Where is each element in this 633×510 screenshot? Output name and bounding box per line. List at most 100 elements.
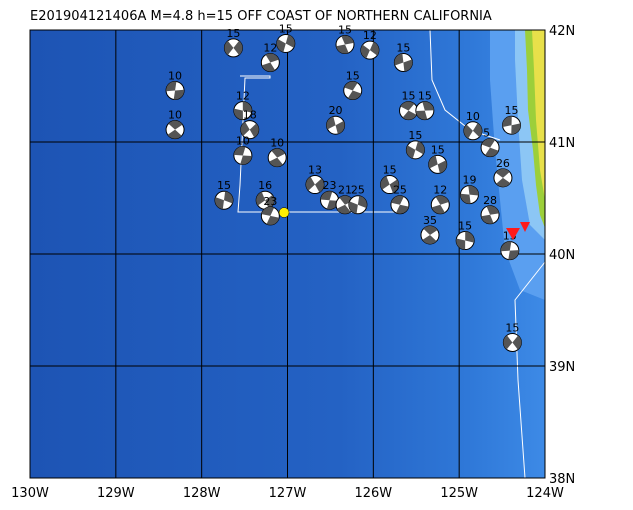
beachball-quadrant bbox=[344, 81, 362, 100]
beachball-quadrant bbox=[326, 116, 345, 134]
depth-label: 19 bbox=[462, 174, 476, 187]
beachball-quadrant bbox=[348, 195, 367, 214]
focal-mechanism bbox=[502, 332, 522, 352]
depth-label: 15 bbox=[226, 27, 240, 40]
focal-mechanism bbox=[255, 190, 275, 210]
x-tick-label: 127W bbox=[269, 486, 307, 501]
focal-mechanism bbox=[428, 154, 448, 174]
focal-mechanism bbox=[430, 195, 450, 215]
beachball-quadrant bbox=[261, 206, 280, 225]
depth-label: 26 bbox=[496, 157, 510, 170]
focal-mechanism bbox=[260, 52, 280, 72]
depth-label: 23 bbox=[323, 179, 337, 192]
beachball-quadrant bbox=[481, 138, 499, 157]
depth-label: 15 bbox=[396, 41, 410, 54]
focal-mechanism bbox=[393, 52, 413, 72]
focal-mechanism bbox=[415, 101, 435, 121]
x-tick-label: 128W bbox=[183, 486, 221, 501]
depth-label: 12 bbox=[263, 41, 277, 54]
beachball-quadrant bbox=[422, 225, 438, 244]
focal-mechanism bbox=[326, 115, 346, 135]
station-marker bbox=[520, 222, 530, 232]
focal-mechanism bbox=[480, 205, 500, 225]
depth-label: 15 bbox=[338, 24, 352, 37]
focal-mechanism bbox=[267, 148, 287, 168]
depth-label: 12 bbox=[236, 90, 250, 103]
depth-label: 5 bbox=[483, 127, 490, 140]
depth-label: 12 bbox=[433, 184, 447, 197]
depth-label: 12 bbox=[363, 29, 377, 42]
beachball-quadrant bbox=[502, 116, 521, 135]
focal-mechanism bbox=[343, 80, 363, 100]
y-tick-label: 40N bbox=[549, 248, 575, 263]
depth-label: 20 bbox=[329, 104, 343, 117]
focal-mechanism bbox=[420, 225, 440, 245]
depth-label: 10 bbox=[236, 134, 250, 147]
beachball-quadrant bbox=[495, 168, 511, 187]
beachball-quadrant bbox=[503, 335, 522, 350]
depth-label: 15 bbox=[402, 90, 416, 103]
focal-mechanism bbox=[405, 140, 425, 160]
focal-mechanism bbox=[305, 175, 325, 195]
y-tick-label: 41N bbox=[549, 136, 575, 151]
depth-label: 35 bbox=[423, 214, 437, 227]
depth-label: 15 bbox=[408, 129, 422, 142]
beachball-quadrant bbox=[456, 231, 475, 250]
x-tick-label: 130W bbox=[11, 486, 49, 501]
depth-label: 23 bbox=[263, 195, 277, 208]
beachball-quadrant bbox=[463, 123, 482, 139]
depth-label: 10 bbox=[466, 110, 480, 123]
depth-label: 28 bbox=[483, 194, 497, 207]
beachball-quadrant bbox=[269, 148, 286, 167]
depth-label: 15 bbox=[458, 220, 472, 233]
x-tick-label: 124W bbox=[526, 486, 564, 501]
beachball-quadrant bbox=[415, 101, 434, 120]
beachball-quadrant bbox=[233, 101, 252, 120]
depth-label: 13 bbox=[308, 164, 322, 177]
x-tick-label: 126W bbox=[354, 486, 392, 501]
map-title: E201904121406A M=4.8 h=15 OFF COAST OF N… bbox=[30, 9, 492, 24]
focal-mechanism bbox=[380, 175, 400, 195]
depth-label: 15 bbox=[418, 90, 432, 103]
focal-mechanism bbox=[240, 120, 260, 140]
depth-label: 10 bbox=[168, 69, 182, 82]
beachball-quadrant bbox=[400, 101, 417, 120]
x-tick-label: 129W bbox=[97, 486, 135, 501]
focal-mechanism bbox=[493, 168, 513, 188]
depth-label: 25 bbox=[393, 184, 407, 197]
focal-mechanism bbox=[480, 138, 500, 158]
depth-label: 15 bbox=[346, 69, 360, 82]
depth-label: 15 bbox=[383, 164, 397, 177]
beachball-quadrant bbox=[261, 53, 279, 72]
depth-label: 15 bbox=[431, 143, 445, 156]
y-tick-label: 38N bbox=[549, 472, 575, 487]
focal-mechanism bbox=[165, 120, 185, 140]
beachball-quadrant bbox=[256, 191, 275, 209]
beachball-quadrant bbox=[233, 146, 252, 165]
focal-mechanism bbox=[455, 231, 475, 251]
depth-label: 15 bbox=[505, 104, 519, 117]
focal-mechanism bbox=[502, 115, 522, 135]
beachball-quadrant bbox=[305, 176, 324, 193]
focal-mechanism bbox=[463, 121, 483, 141]
map-frame bbox=[29, 29, 546, 479]
focal-mechanism bbox=[214, 190, 234, 210]
beachball-quadrant bbox=[481, 205, 499, 224]
focal-mechanism bbox=[223, 38, 243, 58]
beachball-quadrant bbox=[360, 41, 379, 59]
beachball-quadrant bbox=[428, 155, 447, 174]
depth-label: 16 bbox=[258, 179, 272, 192]
focal-mechanism bbox=[459, 185, 479, 205]
depth-label: 25 bbox=[351, 184, 365, 197]
beachball-quadrant bbox=[240, 121, 259, 138]
beachball-quadrant bbox=[431, 195, 449, 214]
beachball-quadrant bbox=[391, 195, 409, 214]
beachball-quadrant bbox=[394, 53, 413, 72]
main-event bbox=[278, 207, 290, 218]
station-marker bbox=[506, 228, 520, 240]
beachball-quadrant bbox=[460, 185, 479, 204]
focal-mechanism bbox=[233, 101, 253, 121]
focal-mechanism bbox=[335, 35, 355, 55]
